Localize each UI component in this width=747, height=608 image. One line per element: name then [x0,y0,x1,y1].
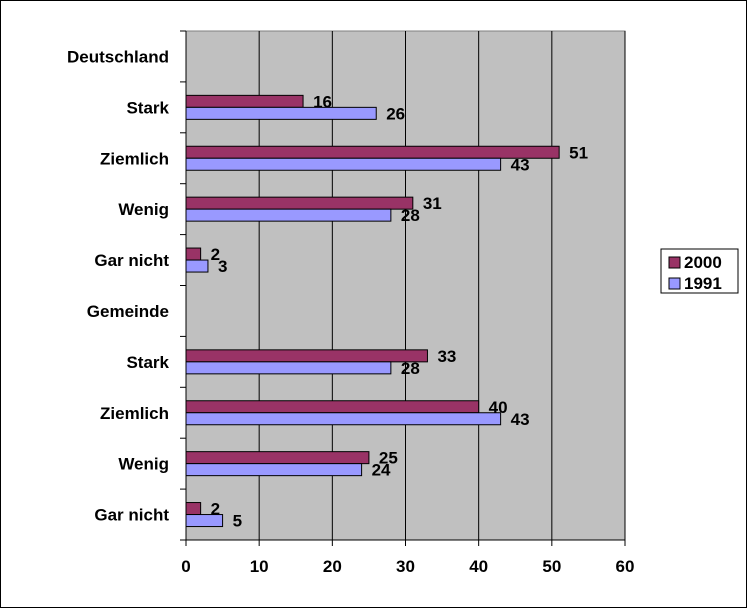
category-label: Stark [126,353,169,372]
data-label: 2 [211,500,220,519]
x-tick-label: 0 [181,557,190,576]
bar-1991 [185,463,363,477]
bar-1991 [185,106,377,120]
bars-group [185,94,560,528]
category-label: Ziemlich [100,404,169,423]
data-label: 24 [372,461,391,480]
data-label: 33 [437,347,456,366]
category-label: Gemeinde [87,302,169,321]
category-label: Wenig [118,455,169,474]
x-tick-label: 10 [250,557,269,576]
data-label: 31 [423,194,442,213]
bar-2000 [185,451,370,465]
bar-1991 [185,157,502,171]
x-axis: 0 10 20 30 40 50 60 [181,31,634,576]
x-tick-label: 60 [616,557,635,576]
bar-1991 [185,412,502,426]
x-tick-label: 40 [469,557,488,576]
bar-2000 [185,400,480,414]
category-label: Stark [126,98,169,117]
legend-label: 1991 [684,274,722,293]
data-label: 28 [401,206,420,225]
legend-swatch [668,256,681,269]
data-label: 28 [401,359,420,378]
bar-2000 [185,247,202,261]
x-tick-label: 30 [396,557,415,576]
data-label: 51 [569,143,588,162]
data-label: 2 [211,245,220,264]
data-label: 25 [379,449,398,468]
bar-2000 [185,349,428,363]
bar-1991 [185,361,392,375]
category-label: Wenig [118,200,169,219]
data-label: 40 [489,398,508,417]
bar-2000 [185,94,304,108]
bar-1991 [185,259,209,273]
category-label: Gar nicht [94,506,169,525]
category-labels-group: Deutschland Stark Ziemlich Wenig Gar nicht Ge… [67,30,186,541]
data-label: 26 [386,104,405,123]
data-label: 43 [511,155,530,174]
bar-1991 [185,208,392,222]
category-label: Deutschland [67,47,169,66]
data-label: 16 [313,92,332,111]
data-label: 3 [218,257,227,276]
category-label: Gar nicht [94,251,169,270]
bar-2000 [185,145,560,159]
bar-2000 [185,196,414,210]
bar-2000 [185,502,202,516]
data-label: 5 [233,512,242,531]
x-tick-label: 20 [323,557,342,576]
data-label: 43 [511,410,530,429]
x-tick-label: 50 [542,557,561,576]
legend-swatch [668,277,681,290]
legend: 2000 1991 [660,248,739,294]
category-label: Ziemlich [100,149,169,168]
legend-label: 2000 [684,253,722,272]
